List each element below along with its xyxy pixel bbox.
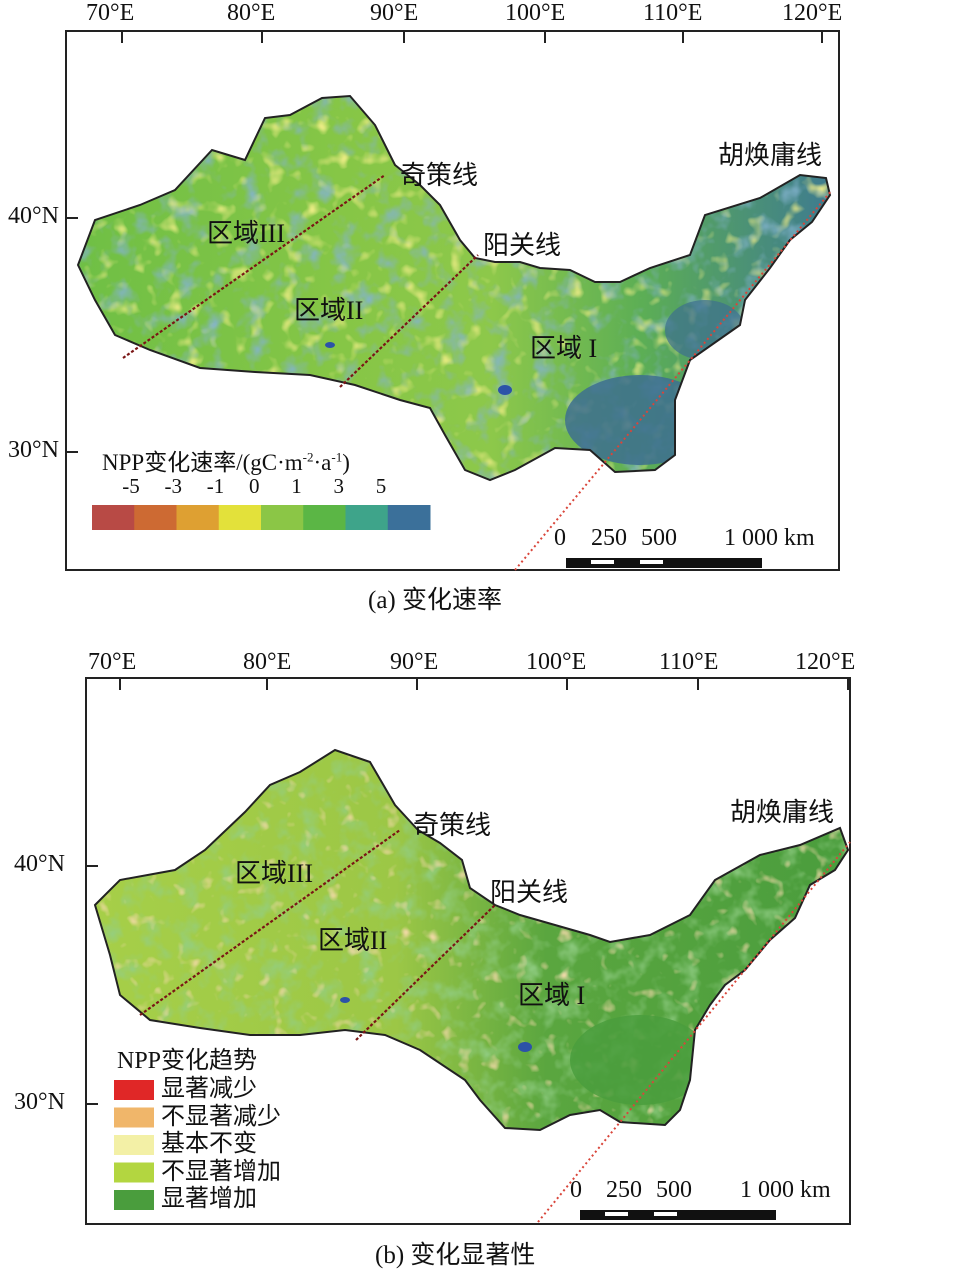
panel-b-huhuanyong-line (537, 841, 851, 1223)
panel-b-legend-title: NPP变化趋势 (117, 1048, 258, 1074)
panel-b-legend-swatch (114, 1135, 154, 1155)
panel-b-lon-tick-100: 100°E (526, 649, 587, 675)
panel-a-yangguan-line (339, 254, 479, 388)
panel-a-legend-swatch (176, 505, 220, 530)
panel-b-lat-tick-40: 40°N (14, 851, 65, 877)
panel-b-yangguan-line (355, 904, 496, 1041)
panel-b-lon-tick-70: 70°E (88, 649, 137, 675)
panel-b-lon-tick-80: 80°E (243, 649, 292, 675)
panel-a-huhuanyong-label: 胡焕庸线 (718, 141, 823, 170)
panel-a-region-1-label: 区域 I (530, 334, 598, 363)
panel-b-legend-swatch (114, 1190, 154, 1210)
panel-b-legend-label: 显著减少 (161, 1076, 257, 1102)
panel-b-legend-swatch (114, 1107, 154, 1128)
panel-b-scale-0: 0 (570, 1177, 582, 1203)
panel-b-lon-tick-120: 120°E (795, 649, 856, 675)
panel-b-region-3-label: 区域III (235, 859, 313, 888)
panel-a-legend-swatch (387, 505, 431, 530)
panel-a-lon-tick-90: 90°E (370, 0, 419, 26)
panel-a-scale-bar (566, 558, 762, 568)
panel-a-tick-marks (66, 31, 823, 453)
panel-a-legend-value: -3 (164, 474, 183, 498)
panel-b-region-1-label: 区域 I (518, 981, 586, 1010)
panel-b-scale-500: 500 (656, 1177, 692, 1203)
panel-a-legend-swatch (345, 505, 389, 530)
panel-a-lon-tick-80: 80°E (227, 0, 276, 26)
panel-a-legend-title: NPP变化速率/(gC·m-2·a-1) (102, 449, 350, 475)
panel-b-lon-tick-110: 110°E (659, 649, 719, 675)
panel-a-legend-value: -1 (206, 474, 225, 498)
panel-b-region-2-label: 区域II (318, 926, 388, 955)
panel-b-legend-label: 显著增加 (161, 1186, 257, 1212)
panel-a-yangguan-label: 阳关线 (483, 231, 562, 260)
panel-a-legend-value: 1 (291, 474, 302, 498)
panel-a-legend-value: -5 (122, 474, 140, 498)
panel-a-caption: (a) 变化速率 (368, 587, 502, 614)
panel-a-legend-bar (92, 505, 431, 530)
panel-b-yangguan-label: 阳关线 (490, 878, 569, 907)
panel-b-qice-label: 奇策线 (413, 811, 492, 840)
panel-b-scale-250: 250 (606, 1177, 642, 1203)
panel-a-legend-swatch (303, 505, 346, 530)
panel-b-scale-1000: 1 000 km (740, 1177, 831, 1203)
panel-a-legend-swatch (134, 505, 177, 530)
panel-b-legend-label: 基本不变 (161, 1131, 257, 1157)
panel-a-lon-tick-110: 110°E (643, 0, 703, 26)
panel-a-scale-0: 0 (554, 525, 566, 551)
panel-a-lon-tick-70: 70°E (86, 0, 135, 26)
panel-b-lat-tick-30: 30°N (14, 1089, 65, 1115)
panel-b-legend-swatch (114, 1162, 154, 1183)
panel-a-legend-value: 5 (375, 474, 387, 498)
panel-a-region-3-label: 区域III (207, 219, 285, 248)
panel-a-legend-value: 0 (249, 474, 260, 498)
panel-b-legend-swatch (114, 1080, 154, 1100)
panel-b-qice-line (139, 829, 401, 1016)
panel-a-scale-250: 250 (591, 525, 627, 551)
panel-a-qice-line (122, 174, 386, 359)
panel-b-huhuanyong-label: 胡焕庸线 (730, 798, 835, 827)
panel-a-scale-500: 500 (641, 525, 677, 551)
panel-a-qice-label: 奇策线 (400, 161, 479, 190)
panel-b-legend-label: 不显著减少 (161, 1103, 281, 1130)
panel-a-lon-tick-100: 100°E (505, 0, 566, 26)
panel-b-legend-label: 不显著增加 (161, 1158, 281, 1185)
panel-b-lon-tick-90: 90°E (390, 649, 439, 675)
panel-a-legend-swatch (218, 505, 262, 530)
panel-a-frame (65, 30, 840, 571)
panel-a-lon-tick-120: 120°E (782, 0, 843, 26)
panel-b-tick-marks (86, 678, 849, 1105)
panel-a-scale-1000: 1 000 km (724, 525, 815, 551)
panel-a-legend-swatch (92, 505, 135, 530)
panel-a-legend-value: 3 (333, 474, 345, 498)
panel-a-lat-tick-30: 30°N (8, 437, 59, 463)
panel-b-caption: (b) 变化显著性 (375, 1242, 536, 1269)
panel-a-region-2-label: 区域II (294, 296, 364, 325)
panel-b-scale-bar (580, 1210, 776, 1220)
panel-a-legend-swatch (261, 505, 304, 530)
panel-b-legend-swatches (114, 1080, 154, 1210)
panel-a-lat-tick-40: 40°N (8, 203, 59, 229)
panel-b-frame (85, 677, 851, 1225)
